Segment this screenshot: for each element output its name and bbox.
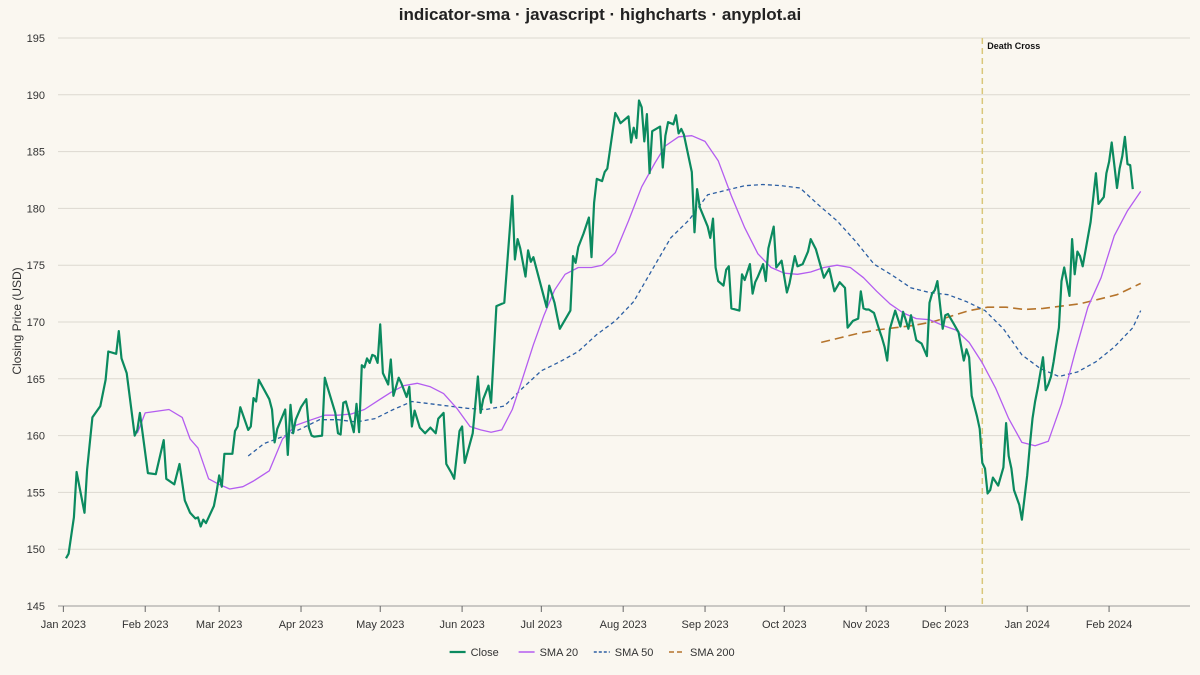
- x-tick-label: Oct 2023: [762, 619, 807, 631]
- x-tick-label: Nov 2023: [843, 619, 890, 631]
- legend-label: SMA 20: [540, 647, 579, 659]
- series-line-close: [65, 99, 1134, 559]
- x-tick-label: Jan 2023: [41, 619, 86, 631]
- x-tick-label: Jan 2024: [1005, 619, 1050, 631]
- gridlines: [58, 37, 1190, 607]
- annotations: Death Cross: [981, 38, 1040, 606]
- y-tick-label: 180: [27, 203, 45, 215]
- x-tick-label: Aug 2023: [600, 619, 647, 631]
- y-tick-label: 155: [27, 487, 45, 499]
- y-tick-label: 175: [27, 260, 45, 272]
- y-tick-label: 150: [27, 544, 45, 556]
- series-line-sma-20: [136, 135, 1142, 490]
- y-tick-label: 185: [27, 147, 45, 159]
- x-axis: Jan 2023 Feb 2023 Mar 2023 Apr 2023 May 2023…: [41, 606, 1132, 631]
- legend-item: SMA 50: [593, 647, 654, 659]
- death-cross-label: Death Cross: [987, 41, 1040, 51]
- x-tick-label: Feb 2024: [1086, 619, 1132, 631]
- y-tick-label: 160: [27, 431, 45, 443]
- legend: Close SMA 20 SMA 50 SMA 200: [449, 647, 735, 659]
- series-line-sma-50: [247, 183, 1142, 457]
- x-tick-label: Feb 2023: [122, 619, 168, 631]
- legend-label: Close: [471, 647, 499, 659]
- y-axis: 145 150 155 160 165 170 175 180 185 190 195: [27, 33, 45, 613]
- x-tick-label: Mar 2023: [196, 619, 242, 631]
- y-tick-label: 190: [27, 90, 45, 102]
- series-line-sma-200: [821, 282, 1142, 344]
- y-tick-label: 170: [27, 317, 45, 329]
- legend-item: SMA 20: [518, 647, 579, 659]
- y-tick-label: 145: [27, 601, 45, 613]
- legend-item: Close: [449, 647, 499, 659]
- y-tick-label: 165: [27, 374, 45, 386]
- y-axis-title: Closing Price (USD): [10, 267, 24, 374]
- x-tick-label: Apr 2023: [279, 619, 324, 631]
- legend-label: SMA 200: [690, 647, 735, 659]
- chart-title: indicator-sma · javascript · highcharts …: [399, 5, 801, 24]
- legend-item: SMA 200: [669, 647, 735, 659]
- series: [65, 99, 1142, 559]
- legend-label: SMA 50: [615, 647, 654, 659]
- x-tick-label: Jun 2023: [439, 619, 484, 631]
- y-tick-label: 195: [27, 33, 45, 45]
- x-tick-label: Sep 2023: [681, 619, 728, 631]
- x-tick-label: May 2023: [356, 619, 404, 631]
- x-tick-label: Jul 2023: [521, 619, 563, 631]
- x-tick-label: Dec 2023: [922, 619, 969, 631]
